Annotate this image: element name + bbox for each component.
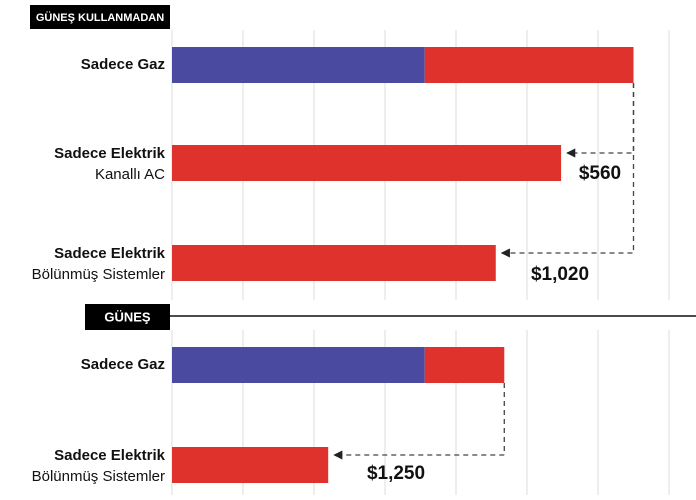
section-header-box xyxy=(30,5,170,29)
category-label: Sadece Elektrik xyxy=(54,245,166,262)
category-label: Sadece Elektrik xyxy=(54,145,166,162)
bar-segment xyxy=(172,347,425,383)
section-header: GÜNEŞ KULLANMADAN xyxy=(36,11,164,24)
savings-arrow xyxy=(566,83,635,158)
bar-segment xyxy=(424,347,505,383)
savings-label: $560 xyxy=(579,163,621,184)
category-label: Bölünmüş Sistemler xyxy=(32,468,165,485)
bar-segment xyxy=(172,245,496,281)
bar-segment xyxy=(172,447,329,483)
bar-segment xyxy=(424,47,634,83)
category-label: Kanallı AC xyxy=(95,166,165,183)
category-label: Sadece Gaz xyxy=(81,356,165,373)
savings-arrow xyxy=(333,383,505,460)
category-label: Sadece Gaz xyxy=(81,56,165,73)
category-label: Bölünmüş Sistemler xyxy=(32,266,165,283)
section-header-box xyxy=(85,304,170,330)
savings-label: $1,020 xyxy=(531,264,589,285)
section-header: GÜNEŞ xyxy=(104,309,151,324)
savings-arrow xyxy=(500,83,635,258)
savings-label: $1,250 xyxy=(367,463,425,484)
bar-segment xyxy=(172,47,425,83)
category-label: Sadece Elektrik xyxy=(54,447,166,464)
bar-segment xyxy=(172,145,562,181)
